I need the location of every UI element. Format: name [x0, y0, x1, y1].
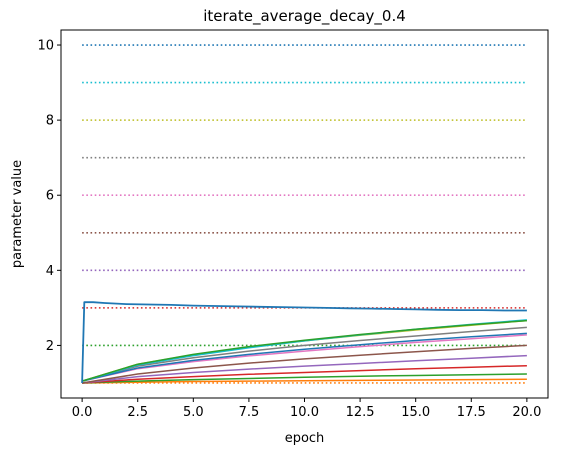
x-tick-label: 15.0 — [401, 405, 430, 420]
series-line-4 — [81, 344, 527, 384]
x-tick-label: 17.5 — [457, 405, 486, 420]
series-line-10 — [81, 319, 527, 382]
y-axis-label: parameter value — [10, 160, 25, 268]
y-tick-label: 6 — [46, 189, 54, 204]
plot-frame — [60, 29, 549, 399]
series-line-0 — [82, 378, 527, 384]
series-line-7 — [81, 332, 527, 382]
series-line-3 — [82, 354, 527, 384]
plot-area — [81, 44, 527, 384]
x-axis-label: epoch — [285, 431, 325, 446]
y-tick-label: 2 — [46, 339, 54, 354]
series-line-2 — [82, 364, 527, 384]
axis-ticks: 0.0 2.5 5.0 7.5 10.0 12.5 15.0 17.5 20.0 2 4 6 8 10 — [37, 39, 541, 420]
x-tick-label: 2.5 — [127, 405, 148, 420]
x-tick-label: 12.5 — [346, 405, 375, 420]
series-line-1 — [82, 373, 527, 384]
series-line-6 — [81, 326, 527, 382]
y-tick-label: 8 — [46, 114, 54, 129]
y-tick-label: 10 — [37, 39, 54, 54]
chart-title: iterate_average_decay_0.4 — [203, 7, 406, 26]
x-tick-label: 5.0 — [183, 405, 204, 420]
x-tick-label: 0.0 — [72, 405, 93, 420]
series-line-11 — [81, 301, 527, 384]
x-tick-label: 7.5 — [239, 405, 260, 420]
series-line-5 — [81, 334, 527, 382]
y-tick-label: 4 — [46, 264, 54, 279]
x-tick-label: 10.0 — [290, 405, 319, 420]
x-tick-label: 20.0 — [512, 405, 541, 420]
